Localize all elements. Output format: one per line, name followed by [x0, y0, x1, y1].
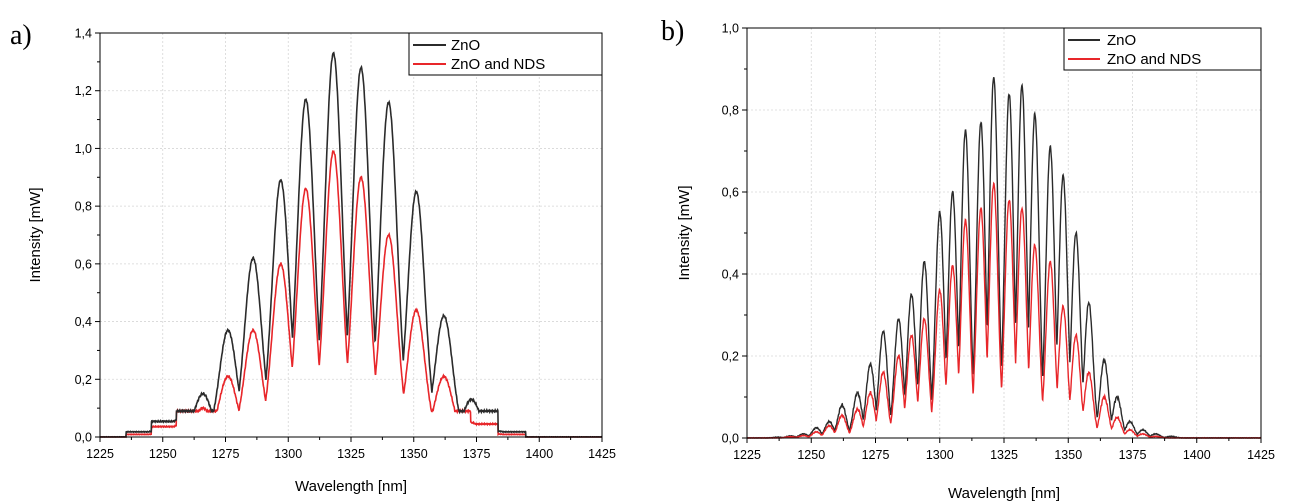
x-tick-label-a: 1375	[463, 447, 491, 461]
x-tick-label-b: 1325	[990, 448, 1018, 462]
y-tick-label-b: 0,0	[722, 432, 739, 446]
legend-entry-zno-and-nds-a: ZnO and NDS	[451, 56, 545, 73]
legend-box-a	[408, 32, 603, 76]
legend-entry-zno-a: ZnO	[451, 37, 480, 54]
x-tick-label-a: 1225	[86, 447, 114, 461]
grid-b	[746, 27, 1262, 439]
legend-entry-zno-b: ZnO	[1107, 32, 1136, 49]
x-axis-ticks-b: 1225 1250 1275 1300 1325 1350 1375 1400 1425	[733, 438, 1275, 462]
x-tick-label-a: 1400	[525, 447, 553, 461]
chart-panel-b: b) 1225 1250 1275 1300 1325 1350 1375 1400 1425 …	[661, 16, 1275, 502]
y-tick-label-a: 1,0	[75, 142, 92, 156]
curves-a	[99, 51, 602, 439]
legend-entry-zno-and-nds-b: ZnO and NDS	[1107, 51, 1201, 68]
chart-panel-a: a) 1225 1250 1275 1300 1325 1350 1375 1400 1425 …	[10, 20, 616, 495]
y-tick-label-b: 0,2	[722, 350, 739, 364]
x-axis-ticks-a: 1225 1250 1275 1300 1325 1350 1375 1400 1425	[86, 437, 616, 461]
y-tick-label-a: 1,4	[75, 27, 92, 41]
y-tick-label-a: 0,8	[75, 200, 92, 214]
panel-label-a: a)	[10, 20, 32, 51]
x-tick-label-a: 1425	[588, 447, 616, 461]
x-tick-label-b: 1250	[797, 448, 825, 462]
panel-label-b: b)	[661, 16, 684, 47]
y-tick-label-a: 0,4	[75, 315, 92, 329]
y-tick-label-a: 1,2	[75, 84, 92, 98]
legend-a: ZnO ZnO and NDS	[408, 32, 603, 76]
series-line-zno-b	[746, 77, 1261, 439]
x-tick-label-b: 1400	[1183, 448, 1211, 462]
x-tick-label-b: 1375	[1119, 448, 1147, 462]
y-tick-label-b: 0,8	[722, 104, 739, 118]
x-tick-label-a: 1300	[274, 447, 302, 461]
x-tick-label-b: 1350	[1054, 448, 1082, 462]
x-tick-label-b: 1300	[926, 448, 954, 462]
y-axis-ticks-a: 0,0 0,2 0,4 0,6 0,8 1,0 1,2 1,4	[75, 27, 100, 445]
y-axis-label-a: Intensity [mW]	[27, 187, 44, 282]
x-axis-label-a: Wavelength [nm]	[295, 478, 407, 495]
x-tick-label-a: 1275	[212, 447, 240, 461]
y-tick-label-a: 0,0	[75, 431, 92, 445]
y-axis-label-b: Intensity [mW]	[676, 185, 693, 280]
series-line-zno-a	[99, 51, 602, 438]
x-tick-label-b: 1275	[862, 448, 890, 462]
y-tick-label-a: 0,2	[75, 373, 92, 387]
y-tick-label-b: 1,0	[722, 22, 739, 36]
x-tick-label-b: 1225	[733, 448, 761, 462]
y-tick-label-b: 0,6	[722, 186, 739, 200]
y-tick-label-b: 0,4	[722, 268, 739, 282]
x-tick-label-b: 1425	[1247, 448, 1275, 462]
y-tick-label-a: 0,6	[75, 257, 92, 271]
x-axis-label-b: Wavelength [nm]	[948, 485, 1060, 502]
curves-b	[746, 77, 1261, 439]
x-tick-label-a: 1325	[337, 447, 365, 461]
legend-b: ZnO ZnO and NDS	[1063, 27, 1262, 71]
x-tick-label-a: 1350	[400, 447, 428, 461]
x-tick-label-a: 1250	[149, 447, 177, 461]
legend-box-b	[1063, 27, 1262, 71]
y-axis-ticks-b: 0,0 0,2 0,4 0,6 0,8 1,0	[722, 22, 747, 446]
